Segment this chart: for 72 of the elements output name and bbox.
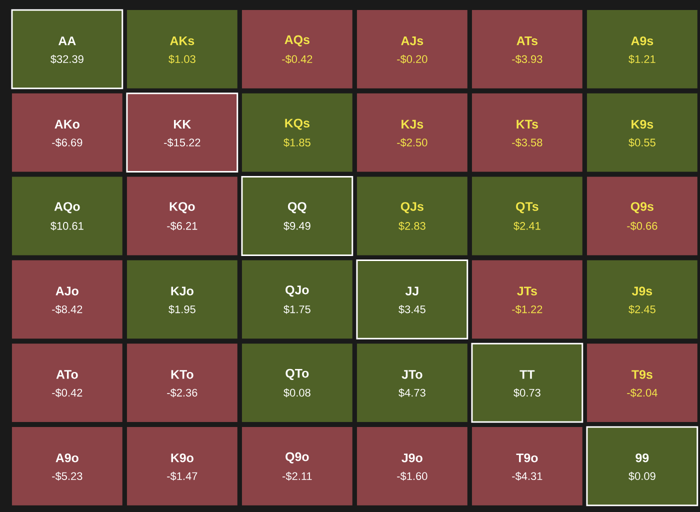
data-label: $2.41 [514,222,540,230]
data-label: $9.49 [284,222,310,230]
annotation: T9s [632,370,652,379]
data-label: $2.83 [398,222,426,230]
data-label: $1.21 [628,54,656,64]
annotation: Q9s [630,202,654,214]
annotation: K9o [171,453,194,462]
annotation: QQ [288,202,306,214]
data-label: -$2.11 [282,472,312,481]
annotation: AJs [401,36,424,46]
annotation: AJo [56,286,78,296]
annotation: A9s [631,36,654,46]
data-label: $1.03 [168,54,196,64]
annotation: AQs [284,35,310,46]
annotation: AKs [170,36,194,46]
data-label: -$15.22 [164,138,200,148]
annotation: JTs [517,286,537,296]
data-label: -$0.42 [52,388,82,398]
annotation: KK [174,120,192,129]
data-label: -$3.58 [512,138,542,148]
data-label: -$2.50 [397,138,428,148]
data-label: -$2.04 [627,388,658,398]
annotation: QJo [286,286,309,297]
annotation: K9s [632,120,654,129]
annotation: ATo [56,370,78,379]
annotation: KTo [171,370,194,379]
data-label: $32.39 [50,54,84,64]
annotation: KJo [171,286,194,296]
data-label: $1.75 [284,304,310,314]
data-label: -$6.21 [167,222,198,230]
data-label: -$6.69 [52,138,82,148]
annotation: KQo [170,202,195,214]
data-label: $10.61 [50,222,84,230]
annotation: AQo [54,202,80,214]
data-label: -$4.31 [512,472,542,481]
annotation: KJs [402,120,424,129]
annotation: 99 [636,453,649,462]
data-label: $0.55 [628,138,656,148]
annotation: QTs [516,202,538,214]
data-label: $3.45 [398,304,426,314]
data-label: -$0.66 [627,222,658,230]
data-label: -$5.23 [52,472,82,481]
data-label: $1.85 [284,138,310,148]
annotation: Q9o [286,452,309,464]
annotation: T9o [516,453,538,462]
annotation: AKo [54,120,80,129]
annotation: J9o [402,453,422,462]
annotation: KQs [285,118,310,130]
annotation: TT [520,370,535,379]
data-label: $2.45 [628,304,656,314]
data-label: $1.95 [168,304,196,314]
data-label: -$1.47 [167,472,198,481]
data-label: -$1.60 [397,472,428,481]
annotation: AA [58,36,76,46]
data-label: -$0.42 [282,54,312,64]
data-label: -$0.20 [397,54,428,64]
annotation: KTs [516,120,538,129]
data-label: -$2.36 [167,388,198,398]
annotation: JTo [402,370,422,379]
annotation: J9s [632,286,652,296]
annotation: JJ [405,286,418,296]
annotation: ATs [516,36,538,46]
data-label: $0.08 [284,388,310,398]
annotation: QJs [400,202,424,214]
data-label: -$1.22 [512,304,542,314]
annotation: QTo [286,368,309,380]
data-label: -$3.93 [512,54,542,64]
data-label: -$8.42 [52,304,82,314]
data-label: $0.73 [514,388,540,398]
annotation: A9o [56,453,78,462]
data-label: $0.09 [628,472,656,481]
data-label: $4.73 [398,388,426,398]
